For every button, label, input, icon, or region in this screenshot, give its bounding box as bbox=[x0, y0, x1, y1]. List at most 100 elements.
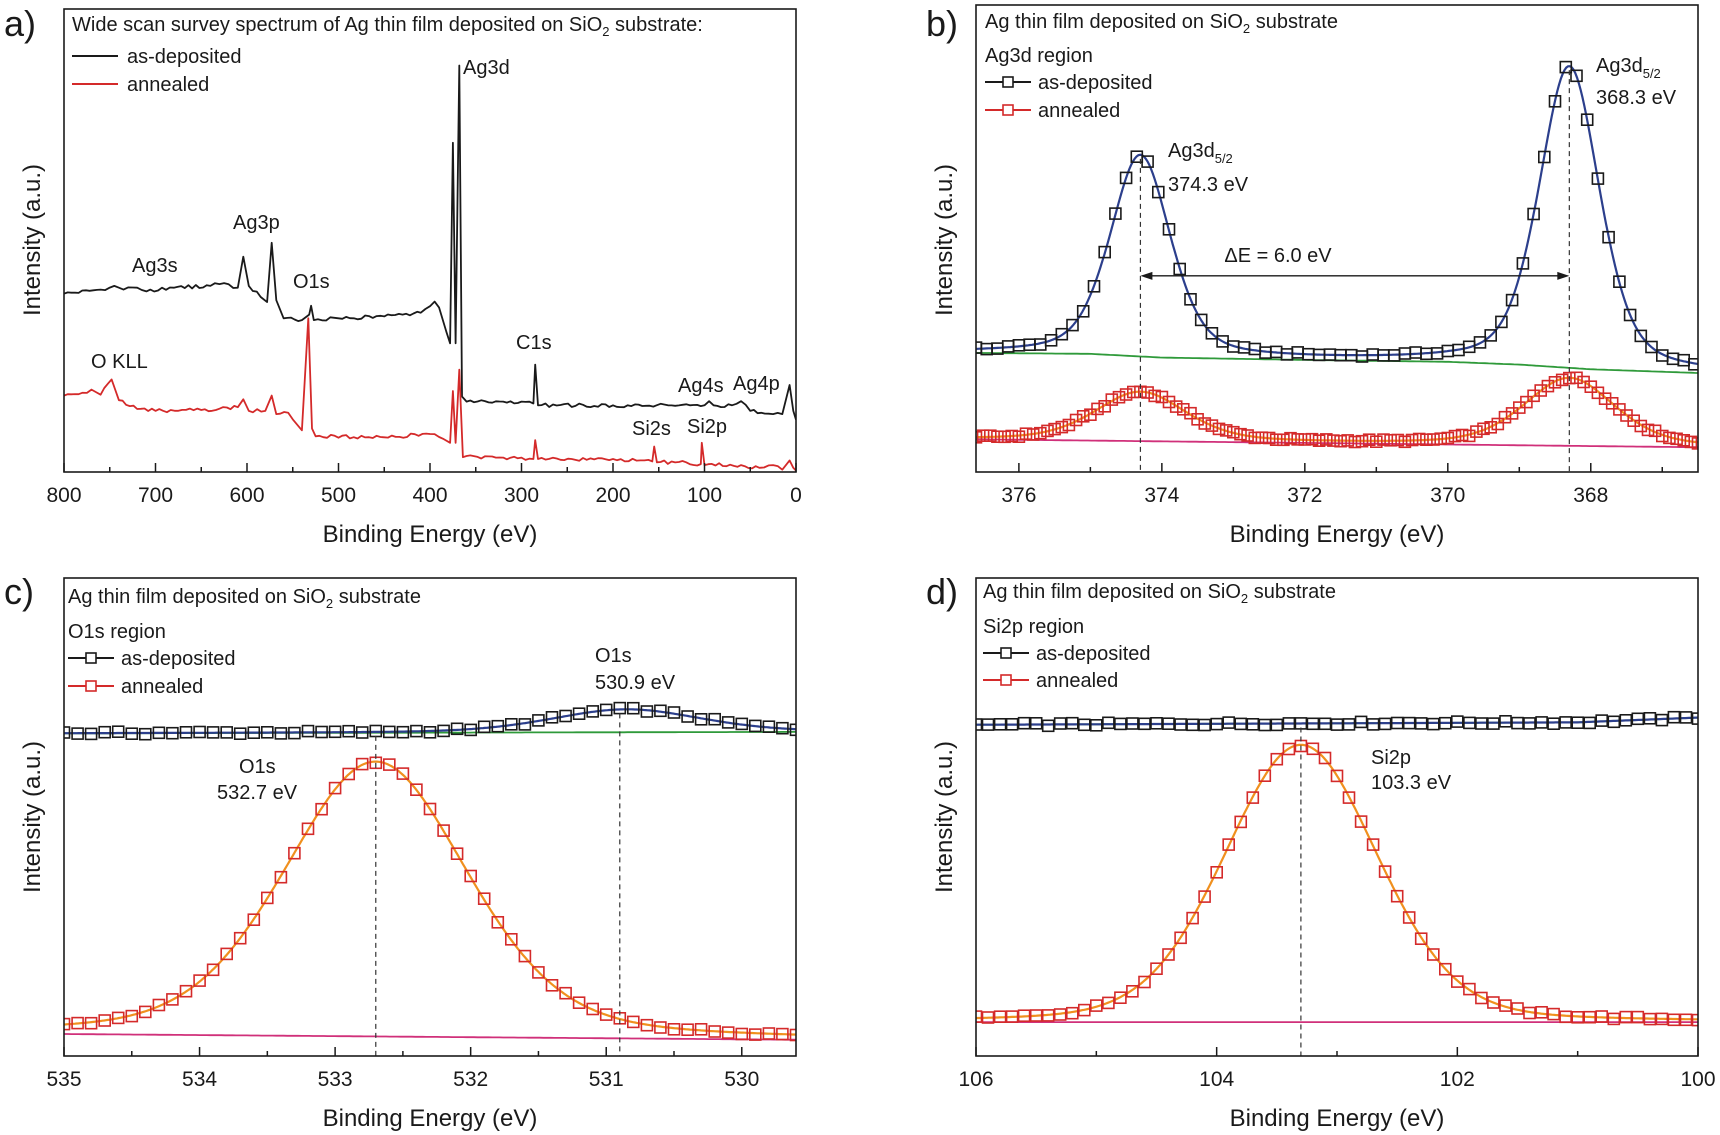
data-marker-as-deposited bbox=[260, 725, 274, 739]
data-marker-annealed bbox=[1262, 431, 1276, 445]
x-tick-label: 700 bbox=[138, 484, 173, 507]
data-marker-as-deposited bbox=[1548, 95, 1562, 108]
x-tick-label: 535 bbox=[46, 1068, 81, 1091]
y-axis-label: Intensity (a.u.) bbox=[19, 164, 46, 316]
data-marker-as-deposited bbox=[1523, 717, 1536, 730]
data-marker-annealed bbox=[1341, 434, 1354, 447]
data-marker-annealed bbox=[1377, 433, 1390, 446]
data-marker-as-deposited bbox=[1076, 304, 1090, 318]
data-marker-as-deposited bbox=[1634, 329, 1648, 343]
data-marker-as-deposited bbox=[640, 705, 654, 718]
legend-line-annealed bbox=[983, 674, 1029, 686]
x-axis-label: Binding Energy (eV) bbox=[323, 521, 538, 548]
data-marker-as-deposited bbox=[1570, 69, 1583, 83]
data-marker-annealed bbox=[1312, 434, 1326, 448]
data-marker-annealed bbox=[1663, 431, 1676, 445]
data-marker-as-deposited bbox=[1055, 327, 1069, 341]
data-marker-annealed bbox=[450, 847, 464, 861]
peak-label: Ag3d5/2 bbox=[1596, 55, 1661, 81]
data-marker-as-deposited bbox=[1402, 716, 1416, 730]
data-marker-annealed bbox=[1679, 1013, 1693, 1027]
data-marker-annealed bbox=[1005, 429, 1019, 443]
data-marker-as-deposited bbox=[1473, 336, 1487, 349]
data-marker-annealed bbox=[626, 1015, 640, 1029]
spectrum-line-annealed bbox=[64, 317, 796, 472]
x-tick-label: 500 bbox=[321, 484, 356, 507]
data-marker-annealed bbox=[1355, 434, 1369, 448]
data-marker-annealed bbox=[1270, 752, 1284, 766]
data-marker-annealed bbox=[1219, 424, 1233, 437]
data-marker-as-deposited bbox=[694, 712, 708, 726]
data-marker-annealed bbox=[166, 993, 179, 1006]
data-marker-as-deposited bbox=[1053, 717, 1067, 730]
data-marker-as-deposited bbox=[1583, 716, 1596, 730]
arrow-head-right bbox=[1557, 271, 1570, 280]
data-marker-annealed bbox=[1667, 1013, 1681, 1027]
data-marker-annealed bbox=[1234, 427, 1247, 441]
data-marker-as-deposited bbox=[71, 727, 84, 740]
data-marker-annealed bbox=[477, 892, 491, 906]
data-marker-as-deposited bbox=[1102, 716, 1115, 730]
data-marker-annealed bbox=[518, 949, 532, 963]
data-marker-annealed bbox=[1398, 435, 1412, 449]
x-tick-label: 372 bbox=[1287, 484, 1322, 507]
data-marker-annealed bbox=[193, 974, 206, 987]
data-marker-annealed bbox=[1126, 984, 1139, 998]
data-marker-as-deposited bbox=[233, 727, 247, 741]
panel-label: a) bbox=[4, 3, 36, 44]
peak-label: Ag3d bbox=[463, 57, 510, 79]
peak-label: Ag4s bbox=[678, 375, 724, 397]
legend-label: as-deposited bbox=[1036, 643, 1151, 665]
fit-line bbox=[64, 760, 796, 1036]
peak-label: O1s bbox=[239, 756, 276, 778]
data-marker-annealed bbox=[328, 781, 342, 795]
panel-label: c) bbox=[4, 571, 34, 612]
data-marker-annealed bbox=[1448, 429, 1462, 443]
data-marker-annealed bbox=[1306, 742, 1320, 756]
data-marker-annealed bbox=[1455, 428, 1469, 442]
data-marker-annealed bbox=[1017, 1009, 1031, 1023]
data-marker-as-deposited bbox=[1547, 717, 1560, 731]
data-marker-annealed bbox=[1334, 434, 1347, 448]
legend-line-as-deposited bbox=[983, 647, 1029, 659]
data-marker-as-deposited bbox=[84, 727, 98, 741]
data-marker-annealed bbox=[1354, 815, 1368, 828]
data-marker-annealed bbox=[1053, 1008, 1067, 1021]
data-marker-as-deposited bbox=[626, 701, 640, 715]
data-marker-as-deposited bbox=[613, 701, 627, 715]
data-marker-annealed bbox=[1076, 409, 1090, 423]
data-marker-annealed bbox=[1112, 390, 1126, 404]
data-marker-as-deposited bbox=[450, 722, 464, 736]
data-marker-annealed bbox=[1451, 975, 1464, 988]
chart-title: Ag thin film deposited on SiO2 substrate bbox=[68, 586, 421, 611]
data-marker-as-deposited bbox=[1234, 717, 1247, 731]
x-tick-label: 100 bbox=[687, 484, 722, 507]
data-marker-annealed bbox=[1255, 431, 1269, 445]
x-tick-label: 400 bbox=[412, 484, 447, 507]
data-marker-annealed bbox=[1583, 1010, 1596, 1024]
data-marker-as-deposited bbox=[1495, 315, 1508, 329]
data-marker-as-deposited bbox=[1414, 717, 1428, 730]
data-marker-as-deposited bbox=[315, 725, 328, 739]
data-marker-annealed bbox=[1631, 1010, 1645, 1024]
x-tick-label: 300 bbox=[504, 484, 539, 507]
peak-label: O KLL bbox=[91, 351, 148, 373]
data-marker-annealed bbox=[762, 1027, 776, 1040]
y-axis-label: Intensity (a.u.) bbox=[931, 741, 958, 893]
data-marker-annealed bbox=[1470, 425, 1483, 438]
data-marker-annealed bbox=[532, 966, 545, 979]
data-marker-as-deposited bbox=[1655, 713, 1669, 727]
data-marker-annealed bbox=[1298, 433, 1312, 446]
data-marker-as-deposited bbox=[1511, 716, 1524, 730]
data-marker-as-deposited bbox=[1463, 716, 1476, 730]
data-marker-annealed bbox=[1384, 433, 1397, 447]
legend-label: as-deposited bbox=[121, 648, 236, 670]
data-marker-annealed bbox=[1670, 432, 1683, 446]
y-axis-label: Intensity (a.u.) bbox=[931, 164, 958, 316]
plot-area: 106 104 102 100 bbox=[958, 577, 1716, 1091]
data-marker-annealed bbox=[1234, 815, 1247, 829]
data-marker-as-deposited bbox=[1318, 717, 1332, 731]
data-marker-as-deposited bbox=[1017, 716, 1031, 730]
data-marker-annealed bbox=[1370, 435, 1383, 449]
background-line bbox=[976, 438, 1698, 449]
